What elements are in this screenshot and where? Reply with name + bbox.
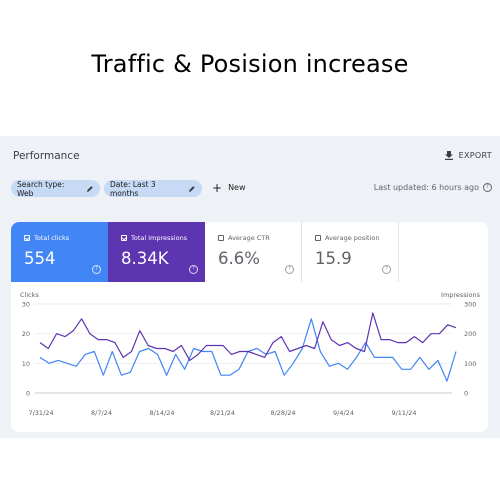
page-headline: Traffic & Posision increase bbox=[91, 50, 409, 78]
download-icon bbox=[444, 151, 453, 160]
right-tick-label: 200 bbox=[464, 330, 476, 338]
checkbox-checked-icon bbox=[121, 235, 127, 241]
x-tick-label: 7/31/24 bbox=[28, 409, 53, 417]
left-axis-label: Clicks bbox=[20, 291, 39, 299]
performance-panel: Performance EXPORT Search type: Web Date… bbox=[0, 136, 500, 438]
metric-label: Average CTR bbox=[228, 234, 270, 242]
help-icon[interactable]: ? bbox=[483, 183, 492, 192]
series-line-clicks bbox=[39, 318, 457, 382]
left-tick-label: 0 bbox=[26, 390, 30, 398]
help-icon[interactable]: ? bbox=[92, 265, 101, 274]
right-tick-label: 300 bbox=[464, 301, 476, 309]
date-filter-chip[interactable]: Date: Last 3 months bbox=[104, 179, 202, 198]
right-tick-label: 0 bbox=[464, 390, 468, 398]
right-axis-label: Impressions bbox=[441, 291, 481, 299]
edit-icon bbox=[87, 185, 94, 192]
metric-card-average-position[interactable]: Average position 15.9 ? bbox=[302, 222, 399, 282]
metric-label: Total clicks bbox=[34, 234, 70, 242]
metric-card-total-clicks[interactable]: Total clicks 554 ? bbox=[11, 222, 108, 282]
x-tick-label: 8/7/24 bbox=[91, 409, 112, 417]
export-label: EXPORT bbox=[458, 150, 492, 160]
checkbox-checked-icon bbox=[24, 235, 30, 241]
metric-label: Total impressions bbox=[131, 234, 188, 242]
help-icon[interactable]: ? bbox=[285, 265, 294, 274]
performance-chart: Clicks Impressions 30 300 20 200 10 100 0 0 7/31/2… bbox=[20, 291, 481, 417]
new-filter-label: New bbox=[228, 183, 246, 192]
metric-label: Average position bbox=[325, 234, 380, 242]
checkbox-unchecked-icon bbox=[315, 235, 321, 241]
x-tick-label: 8/28/24 bbox=[270, 409, 295, 417]
last-updated-text: Last updated: 6 hours ago bbox=[373, 183, 479, 192]
checkbox-unchecked-icon bbox=[218, 235, 224, 241]
edit-icon bbox=[189, 185, 196, 192]
x-tick-label: 9/11/24 bbox=[391, 409, 416, 417]
series-line-impressions bbox=[39, 312, 457, 362]
x-tick-label: 8/14/24 bbox=[149, 409, 174, 417]
metric-value: 8.34K bbox=[121, 249, 169, 268]
help-icon[interactable]: ? bbox=[189, 265, 198, 274]
x-tick-label: 9/4/24 bbox=[333, 409, 354, 417]
left-tick-label: 20 bbox=[22, 330, 30, 338]
search-type-label: Search type: Web bbox=[17, 179, 65, 198]
last-updated: Last updated: 6 hours ago ? bbox=[374, 183, 492, 192]
new-filter-button[interactable]: + New bbox=[212, 180, 246, 195]
performance-card: Total clicks 554 ? Total impressions 8.3… bbox=[11, 222, 488, 432]
metric-value: 15.9 bbox=[315, 249, 352, 268]
metric-value: 554 bbox=[24, 249, 56, 268]
metric-value: 6.6% bbox=[218, 249, 260, 268]
right-tick-label: 100 bbox=[464, 360, 476, 368]
search-type-filter-chip[interactable]: Search type: Web bbox=[11, 179, 100, 198]
metric-card-average-ctr[interactable]: Average CTR 6.6% ? bbox=[205, 222, 302, 282]
left-tick-label: 10 bbox=[22, 360, 30, 368]
x-tick-label: 8/21/24 bbox=[210, 409, 235, 417]
export-button[interactable]: EXPORT bbox=[444, 150, 492, 160]
page-title: Performance bbox=[13, 150, 80, 162]
left-tick-label: 30 bbox=[22, 301, 30, 309]
help-icon[interactable]: ? bbox=[382, 265, 391, 274]
date-filter-label: Date: Last 3 months bbox=[110, 179, 156, 198]
plus-icon: + bbox=[212, 180, 223, 195]
metric-card-total-impressions[interactable]: Total impressions 8.34K ? bbox=[108, 222, 205, 282]
